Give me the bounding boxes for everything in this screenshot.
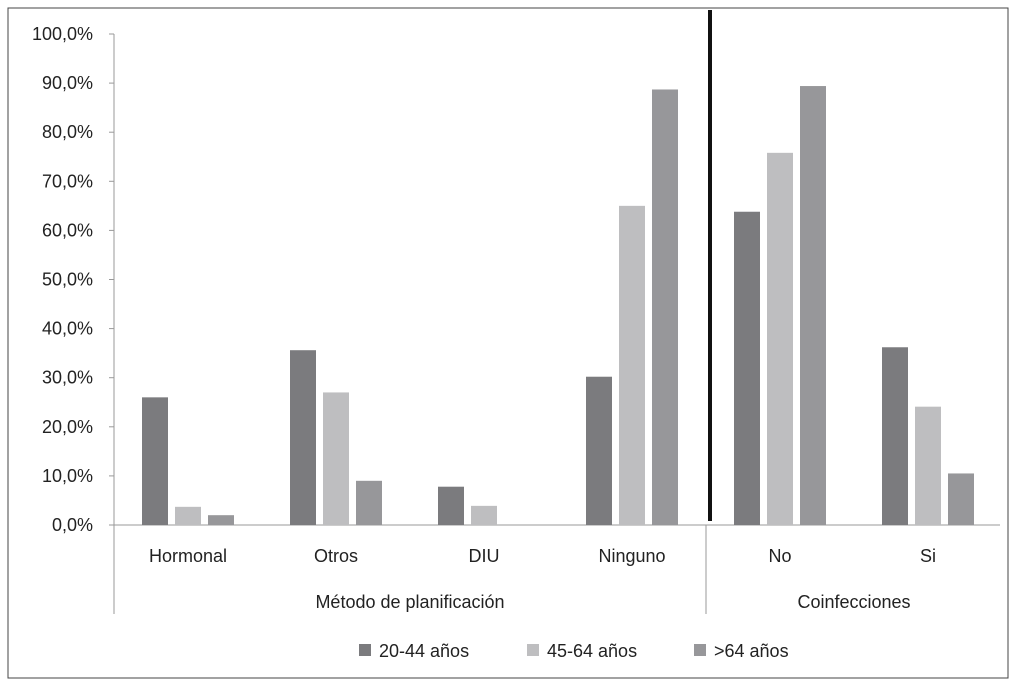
legend-swatch	[527, 644, 539, 656]
bar-20-44-a-os-si	[882, 347, 908, 525]
y-axis: 0,0% 10,0% 20,0% 30,0% 40,0% 50,0% 60,0% 70,0% 8…	[32, 24, 115, 535]
x-category-label: Si	[920, 546, 936, 566]
y-tick-label: 80,0%	[42, 122, 93, 142]
y-tick-label: 100,0%	[32, 24, 93, 44]
legend-label: 20-44 años	[379, 641, 469, 661]
bar-45-64-a-os-no	[767, 152, 793, 525]
x-category-label: Hormonal	[149, 546, 227, 566]
bar--64-a-os-si	[948, 473, 974, 525]
bar-20-44-a-os-ninguno	[586, 376, 612, 525]
bar-20-44-a-os-diu	[438, 486, 464, 525]
bar-45-64-a-os-si	[915, 406, 941, 525]
x-category-label: Otros	[314, 546, 358, 566]
legend-label: 45-64 años	[547, 641, 637, 661]
y-tick-label: 0,0%	[52, 515, 93, 535]
legend: 20-44 años 45-64 años >64 años	[359, 641, 789, 661]
x-category-label: No	[768, 546, 791, 566]
y-tick-label: 50,0%	[42, 270, 93, 290]
bar-20-44-a-os-no	[734, 211, 760, 525]
y-tick-label: 70,0%	[42, 171, 93, 191]
y-tick-label: 40,0%	[42, 319, 93, 339]
chart-border	[7, 7, 1009, 679]
bar-20-44-a-os-otros	[290, 350, 316, 525]
y-tick-label: 10,0%	[42, 466, 93, 486]
x-group-label: Coinfecciones	[797, 592, 910, 612]
bar--64-a-os-ninguno	[652, 89, 678, 525]
bar-45-64-a-os-otros	[323, 392, 349, 525]
x-category-label: DIU	[469, 546, 500, 566]
x-axis: Hormonal Otros DIU Ninguno No Si Método de pla…	[113, 524, 1000, 614]
y-tick-label: 60,0%	[42, 220, 93, 240]
legend-swatch	[694, 644, 706, 656]
legend-swatch	[359, 644, 371, 656]
y-tick-label: 20,0%	[42, 417, 93, 437]
x-group-label: Método de planificación	[315, 592, 504, 612]
y-tick-label: 90,0%	[42, 73, 93, 93]
bar--64-a-os-no	[800, 86, 826, 526]
bar-45-64-a-os-ninguno	[619, 205, 645, 525]
bar-20-44-a-os-hormonal	[142, 397, 168, 525]
bars	[142, 10, 974, 526]
bar-45-64-a-os-hormonal	[175, 506, 201, 525]
bar-45-64-a-os-diu	[471, 505, 497, 525]
bar--64-a-os-otros	[356, 480, 382, 525]
legend-label: >64 años	[714, 641, 789, 661]
y-tick-label: 30,0%	[42, 368, 93, 388]
x-category-label: Ninguno	[598, 546, 665, 566]
bar--64-a-os-hormonal	[208, 515, 234, 525]
